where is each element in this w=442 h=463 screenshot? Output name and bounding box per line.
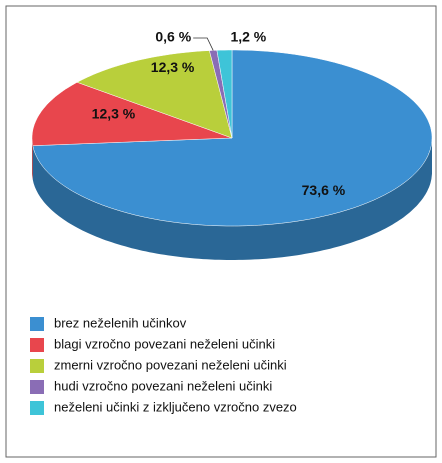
legend-label: zmerni vzročno povezani neželeni učinki xyxy=(54,357,287,372)
slice xyxy=(32,49,433,227)
value-label: 73,6 % xyxy=(302,182,346,198)
legend-label: blagi vzročno povezani neželeni učinki xyxy=(54,336,275,351)
legend-swatch xyxy=(30,317,44,331)
slice xyxy=(31,82,233,146)
value-label: 1,2 % xyxy=(230,29,266,45)
legend-label: brez neželenih učinkov xyxy=(54,315,187,330)
legend-swatch xyxy=(30,359,44,373)
legend-label: hudi vzročno povezani neželeni učinki xyxy=(54,378,272,393)
slice xyxy=(76,50,233,139)
leader-line xyxy=(193,37,214,51)
legend-swatch xyxy=(30,338,44,352)
slice-side xyxy=(32,138,33,180)
legend-swatch xyxy=(30,380,44,394)
slice-side xyxy=(32,138,433,260)
legend-swatch xyxy=(30,401,44,415)
value-label: 12,3 % xyxy=(92,105,136,121)
legend-label: neželeni učinki z izključeno vzročno zve… xyxy=(54,399,297,414)
value-label: 12,3 % xyxy=(151,59,195,75)
slice xyxy=(216,49,233,139)
value-label: 0,6 % xyxy=(155,29,191,45)
